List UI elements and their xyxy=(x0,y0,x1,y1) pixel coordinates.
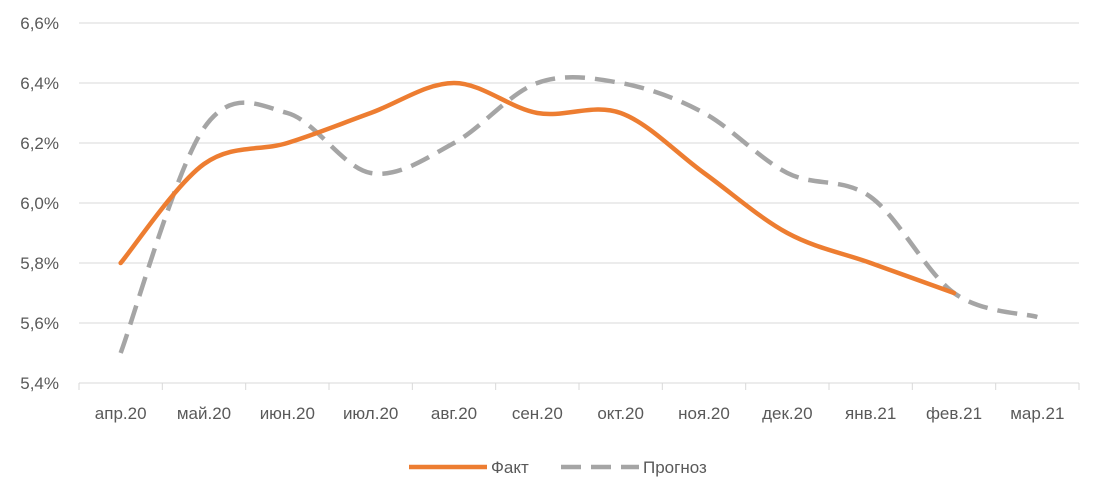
legend-label-0: Факт xyxy=(491,458,529,477)
legend-label-1: Прогноз xyxy=(643,458,707,477)
y-tick-label: 6,0% xyxy=(20,194,59,213)
series-lines xyxy=(118,74,1038,354)
x-tick-label: фев.21 xyxy=(926,404,982,423)
y-axis-tick-labels: 5,4% 5,6% 5,8% 6,0% 6,2% 6,4% 6,6% xyxy=(20,14,59,393)
y-tick-label: 5,8% xyxy=(20,254,59,273)
y-tick-label: 5,6% xyxy=(20,314,59,333)
y-tick-label: 6,2% xyxy=(20,134,59,153)
x-axis-tick-labels: апр.20 май.20 июн.20 июл.20 авг.20 сен.20 окт.… xyxy=(95,404,1065,423)
x-tick-label: сен.20 xyxy=(512,404,563,423)
y-tick-label: 6,6% xyxy=(20,14,59,33)
x-tick-label: апр.20 xyxy=(95,404,147,423)
x-axis-ticks xyxy=(78,383,1080,390)
x-tick-label: дек.20 xyxy=(762,404,812,423)
grid-lines xyxy=(79,22,1079,384)
x-tick-label: ноя.20 xyxy=(678,404,730,423)
x-tick-label: окт.20 xyxy=(597,404,644,423)
series-line-0 xyxy=(118,80,957,296)
y-tick-label: 6,4% xyxy=(20,74,59,93)
series-line-1 xyxy=(118,74,1038,354)
y-tick-label: 5,4% xyxy=(20,374,59,393)
x-tick-label: июл.20 xyxy=(343,404,398,423)
x-tick-label: янв.21 xyxy=(845,404,896,423)
legend: Факт Прогноз xyxy=(409,458,707,477)
x-tick-label: май.20 xyxy=(177,404,231,423)
x-tick-label: мар.21 xyxy=(1010,404,1064,423)
x-tick-label: авг.20 xyxy=(431,404,477,423)
x-tick-label: июн.20 xyxy=(260,404,315,423)
